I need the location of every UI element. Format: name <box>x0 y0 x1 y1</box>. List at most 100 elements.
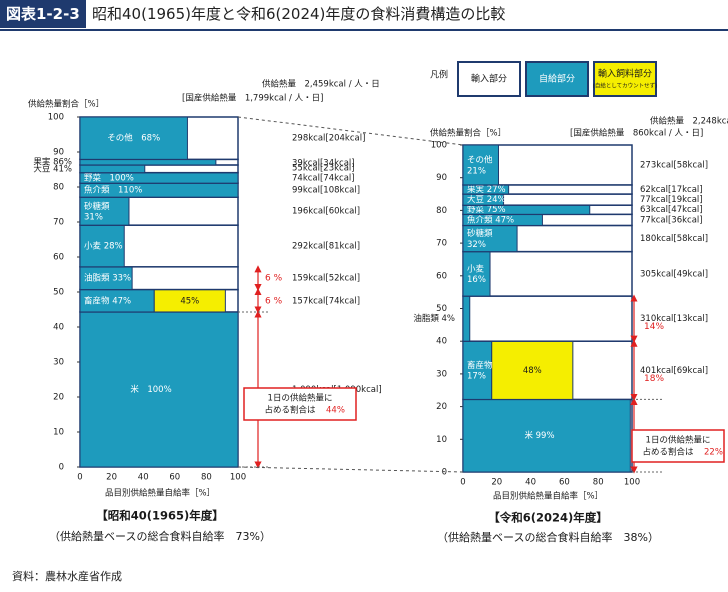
y-tick-label: 10 <box>53 428 64 438</box>
kcal-label: 77kcal[19kcal] <box>640 195 703 205</box>
bar-畜産物: 48% 畜産物 17% 401kcal[69kcal] <box>462 340 708 401</box>
callout-text-2: 占める割合は <box>264 405 316 416</box>
bar-label-line: 畜産物 <box>467 359 493 370</box>
bar-label-line: 砂糖類 <box>467 228 493 239</box>
legend-item-2: 輸入飼料部分 (自給としてカウントせず) <box>593 61 657 97</box>
kcal-label: 305kcal[49kcal] <box>640 269 708 279</box>
kcal-label: 298kcal[204kcal] <box>292 134 365 144</box>
bar-label-line: 小麦 <box>467 263 485 274</box>
kcal-label: 401kcal[69kcal] <box>640 366 708 376</box>
y-tick-label: 70 <box>436 239 447 249</box>
chart-panel-1: 0 10 20 30 40 50 60 70 80 90 100 0 20 40 60 80 100 供給熱量割合… <box>413 116 728 545</box>
callout-text-1: 1日の供給熱量に <box>268 393 333 404</box>
bar-label-line: 31% <box>84 212 103 222</box>
bar-小麦: 小麦 28% 292kcal[81kcal] <box>79 224 360 268</box>
figure-title: 昭和40(1965)年度と令和6(2024)年度の食料消費構造の比較 <box>92 5 506 23</box>
bar-self-part <box>462 144 499 186</box>
bar-畜産物: 45% 畜産物 47% 157kcal[74kcal] <box>79 288 360 313</box>
bar-self-part <box>462 295 471 342</box>
bar-label-outside: 大豆 41% <box>33 163 72 174</box>
bar-label-line: 21% <box>467 166 486 176</box>
kcal-label: 39kcal[34kcal] <box>292 159 355 169</box>
bar-魚介類: 魚介類 47% 77kcal[36kcal] <box>462 213 703 227</box>
y-tick-label: 0 <box>442 468 447 478</box>
bar-self-part <box>79 116 188 160</box>
legend-label: 凡例 <box>430 69 448 81</box>
x-tick-label: 100 <box>230 473 246 483</box>
y-tick-label: 10 <box>436 435 447 445</box>
bar-その他: その他 21% 273kcal[58kcal] <box>462 144 708 186</box>
bar-label: その他 68% <box>107 133 160 144</box>
kcal-label: 77kcal[36kcal] <box>640 215 703 225</box>
x-axis-label: 品目別供給熱量自給率［%］ <box>105 488 215 499</box>
y-tick-label: 70 <box>53 218 64 228</box>
bar-self-part <box>79 158 217 166</box>
total-supply: 供給熱量 2,459kcal / 人・日 <box>262 79 380 90</box>
y-tick-label: 20 <box>53 393 64 403</box>
kcal-label: 273kcal[58kcal] <box>640 160 708 170</box>
chart-title: 【昭和40(1965)年度】 <box>96 509 224 523</box>
source-note: 資料：農林水産省作成 <box>12 570 122 583</box>
bar-魚介類: 魚介類 110% 99kcal[108kcal] <box>79 182 360 198</box>
kcal-label: 74kcal[74kcal] <box>292 173 355 183</box>
bar-label: 米 100% <box>130 384 171 395</box>
kcal-label: 310kcal[13kcal] <box>640 314 708 324</box>
callout-box <box>243 387 357 421</box>
bar-label: 小麦 16% <box>467 263 486 285</box>
bar-砂糖類: 砂糖類 31% 196kcal[60kcal] <box>79 196 360 226</box>
bar-label: 大豆 24% <box>467 194 506 205</box>
chart-subtitle: （供給熱量ベースの総合食料自給率 73%） <box>49 529 271 543</box>
connector-top <box>237 116 464 146</box>
feed-label: 45% <box>180 296 199 306</box>
x-tick-label: 0 <box>77 473 82 483</box>
x-tick-label: 60 <box>559 478 570 488</box>
bar-果実: 果実 86% 39kcal[34kcal] <box>33 157 354 169</box>
bar-self-part <box>462 398 631 473</box>
header-rule <box>0 29 728 31</box>
y-tick-label: 50 <box>436 304 447 314</box>
x-tick-label: 80 <box>593 478 604 488</box>
y-tick-label: 0 <box>59 463 64 473</box>
figure-header: 図表1-2-3 昭和40(1965)年度と令和6(2024)年度の食料消費構造の… <box>0 0 728 31</box>
bar-油脂類: 油脂類 33% 159kcal[52kcal] <box>79 266 360 291</box>
kcal-label: 99kcal[108kcal] <box>292 186 360 196</box>
y-tick-label: 30 <box>436 369 447 379</box>
bar-label: 畜産物 47% <box>84 295 131 306</box>
chart-title: 【令和6(2024)年度】 <box>488 511 608 525</box>
y-axis-label: 供給熱量割合［%］ <box>430 128 506 139</box>
chart-panel-0: 0 10 20 30 40 50 60 70 80 90 100 0 20 40 60 80 100 供給熱量割合… <box>28 79 382 544</box>
legend-item-1: 自給部分 <box>525 61 589 97</box>
bar-label: 米 99% <box>524 430 554 441</box>
bar-label: 砂糖類 31% <box>84 200 110 222</box>
kcal-label: 196kcal[60kcal] <box>292 207 360 217</box>
bar-label-line: 16% <box>467 275 486 285</box>
bar-砂糖類: 砂糖類 32% 180kcal[58kcal] <box>462 224 708 253</box>
total-supply: 供給熱量 2,248kcal / 人・日 <box>650 116 728 127</box>
bar-label: その他 21% <box>467 154 493 176</box>
kcal-label: 180kcal[58kcal] <box>640 234 708 244</box>
x-tick-label: 20 <box>106 473 117 483</box>
feed-label: 48% <box>523 366 542 376</box>
connector-bottom <box>237 466 464 473</box>
bar-label-outside: 果実 86% <box>33 157 72 168</box>
bar-その他: その他 68% 298kcal[204kcal] <box>79 116 365 161</box>
bar-label: 野菜 100% <box>84 172 134 183</box>
x-tick-label: 80 <box>201 473 212 483</box>
y-tick-label: 50 <box>53 288 64 298</box>
y-tick-label: 30 <box>53 358 64 368</box>
y-tick-label: 90 <box>53 148 64 158</box>
chart-subtitle: （供給熱量ベースの総合食料自給率 38%） <box>437 530 659 544</box>
gap-label-livestock: 18% <box>644 374 664 384</box>
kcal-label: 63kcal[47kcal] <box>640 205 703 215</box>
bar-label: 畜産物 17% <box>467 359 493 381</box>
bar-self-part <box>79 311 239 468</box>
bar-米: 米 100%1,090kcal[1,090kcal] <box>79 311 382 468</box>
x-tick-label: 100 <box>624 478 640 488</box>
bar-米: 米 99%500kcal[493kcal] <box>462 398 713 473</box>
kcal-label: 55kcal[23kcal] <box>292 163 355 173</box>
legend-item-0: 輸入部分 <box>457 61 521 97</box>
bar-label: 野菜 75% <box>467 204 506 215</box>
bar-label: 砂糖類 32% <box>467 228 493 250</box>
